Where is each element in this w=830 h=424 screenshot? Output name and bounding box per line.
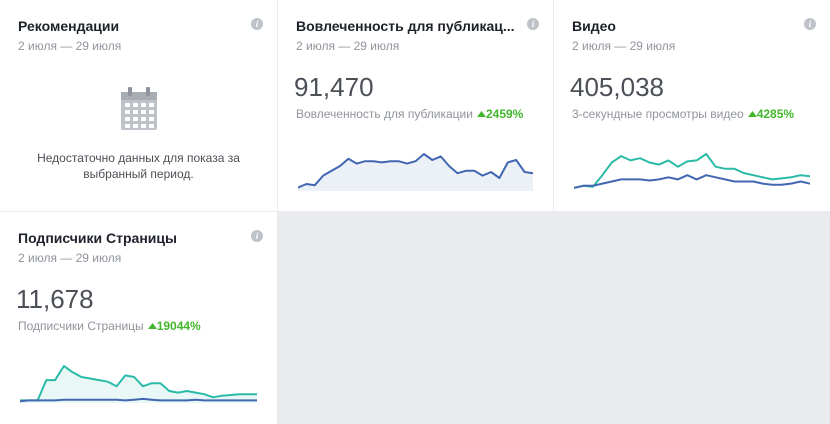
card-title: Видео bbox=[572, 18, 616, 34]
insight-card: Вовлеченность для публикац... 2 июля — 29… bbox=[278, 0, 553, 211]
metric-label: Вовлеченность для публикации 2459% bbox=[296, 107, 523, 121]
metric-label-text: Подписчики Страницы bbox=[18, 319, 144, 333]
info-icon[interactable]: i bbox=[527, 18, 539, 30]
date-range: 2 июля — 29 июля bbox=[18, 39, 122, 53]
date-range: 2 июля — 29 июля bbox=[296, 39, 400, 53]
sparkline-area bbox=[20, 366, 257, 403]
empty-message: Недостаточно данных для показа за выбран… bbox=[37, 151, 240, 181]
sparkline-line bbox=[20, 397, 257, 403]
date-range: 2 июля — 29 июля bbox=[18, 251, 122, 265]
up-arrow bbox=[747, 111, 757, 117]
change-value: 2459% bbox=[485, 107, 524, 121]
sparkline bbox=[20, 365, 257, 403]
up-arrow bbox=[147, 323, 157, 329]
metric-value: 91,470 bbox=[294, 72, 374, 102]
metric-label-text: 3-секундные просмотры видео bbox=[572, 107, 744, 121]
metric-label: Подписчики Страницы 19044% bbox=[18, 319, 201, 333]
up-arrow bbox=[476, 111, 486, 117]
card-title: Рекомендации bbox=[18, 18, 120, 34]
insight-card: Рекомендации 2 июля — 29 июля i Недостаточн… bbox=[0, 0, 277, 211]
sparkline-line bbox=[20, 365, 257, 402]
change-value: 19044% bbox=[156, 319, 201, 333]
change-value: 4285% bbox=[756, 107, 795, 121]
metric-value: 405,038 bbox=[570, 72, 664, 102]
change: 4285% bbox=[747, 107, 795, 121]
sparkline-area bbox=[298, 154, 533, 191]
sparkline-line bbox=[298, 153, 533, 189]
date-range: 2 июля — 29 июля bbox=[572, 39, 676, 53]
calendar-icon bbox=[120, 87, 157, 130]
insight-card: Подписчики Страницы 2 июля — 29 июля i 11,6… bbox=[0, 212, 277, 424]
info-icon[interactable]: i bbox=[251, 230, 263, 242]
info-icon[interactable]: i bbox=[804, 18, 816, 30]
sparkline-line bbox=[574, 153, 810, 189]
change: 2459% bbox=[476, 107, 524, 121]
sparkline bbox=[298, 153, 533, 191]
sparkline-line bbox=[574, 174, 810, 189]
card-title: Подписчики Страницы bbox=[18, 230, 177, 246]
insight-card: Видео 2 июля — 29 июля i 405,038 3-секундные… bbox=[554, 0, 830, 211]
change: 19044% bbox=[147, 319, 201, 333]
sparkline bbox=[574, 153, 810, 189]
metric-value: 11,678 bbox=[16, 284, 94, 314]
card-title: Вовлеченность для публикац... bbox=[296, 18, 515, 34]
metric-label: 3-секундные просмотры видео 4285% bbox=[572, 107, 794, 121]
info-icon[interactable]: i bbox=[251, 18, 263, 30]
metric-label-text: Вовлеченность для публикации bbox=[296, 107, 473, 121]
